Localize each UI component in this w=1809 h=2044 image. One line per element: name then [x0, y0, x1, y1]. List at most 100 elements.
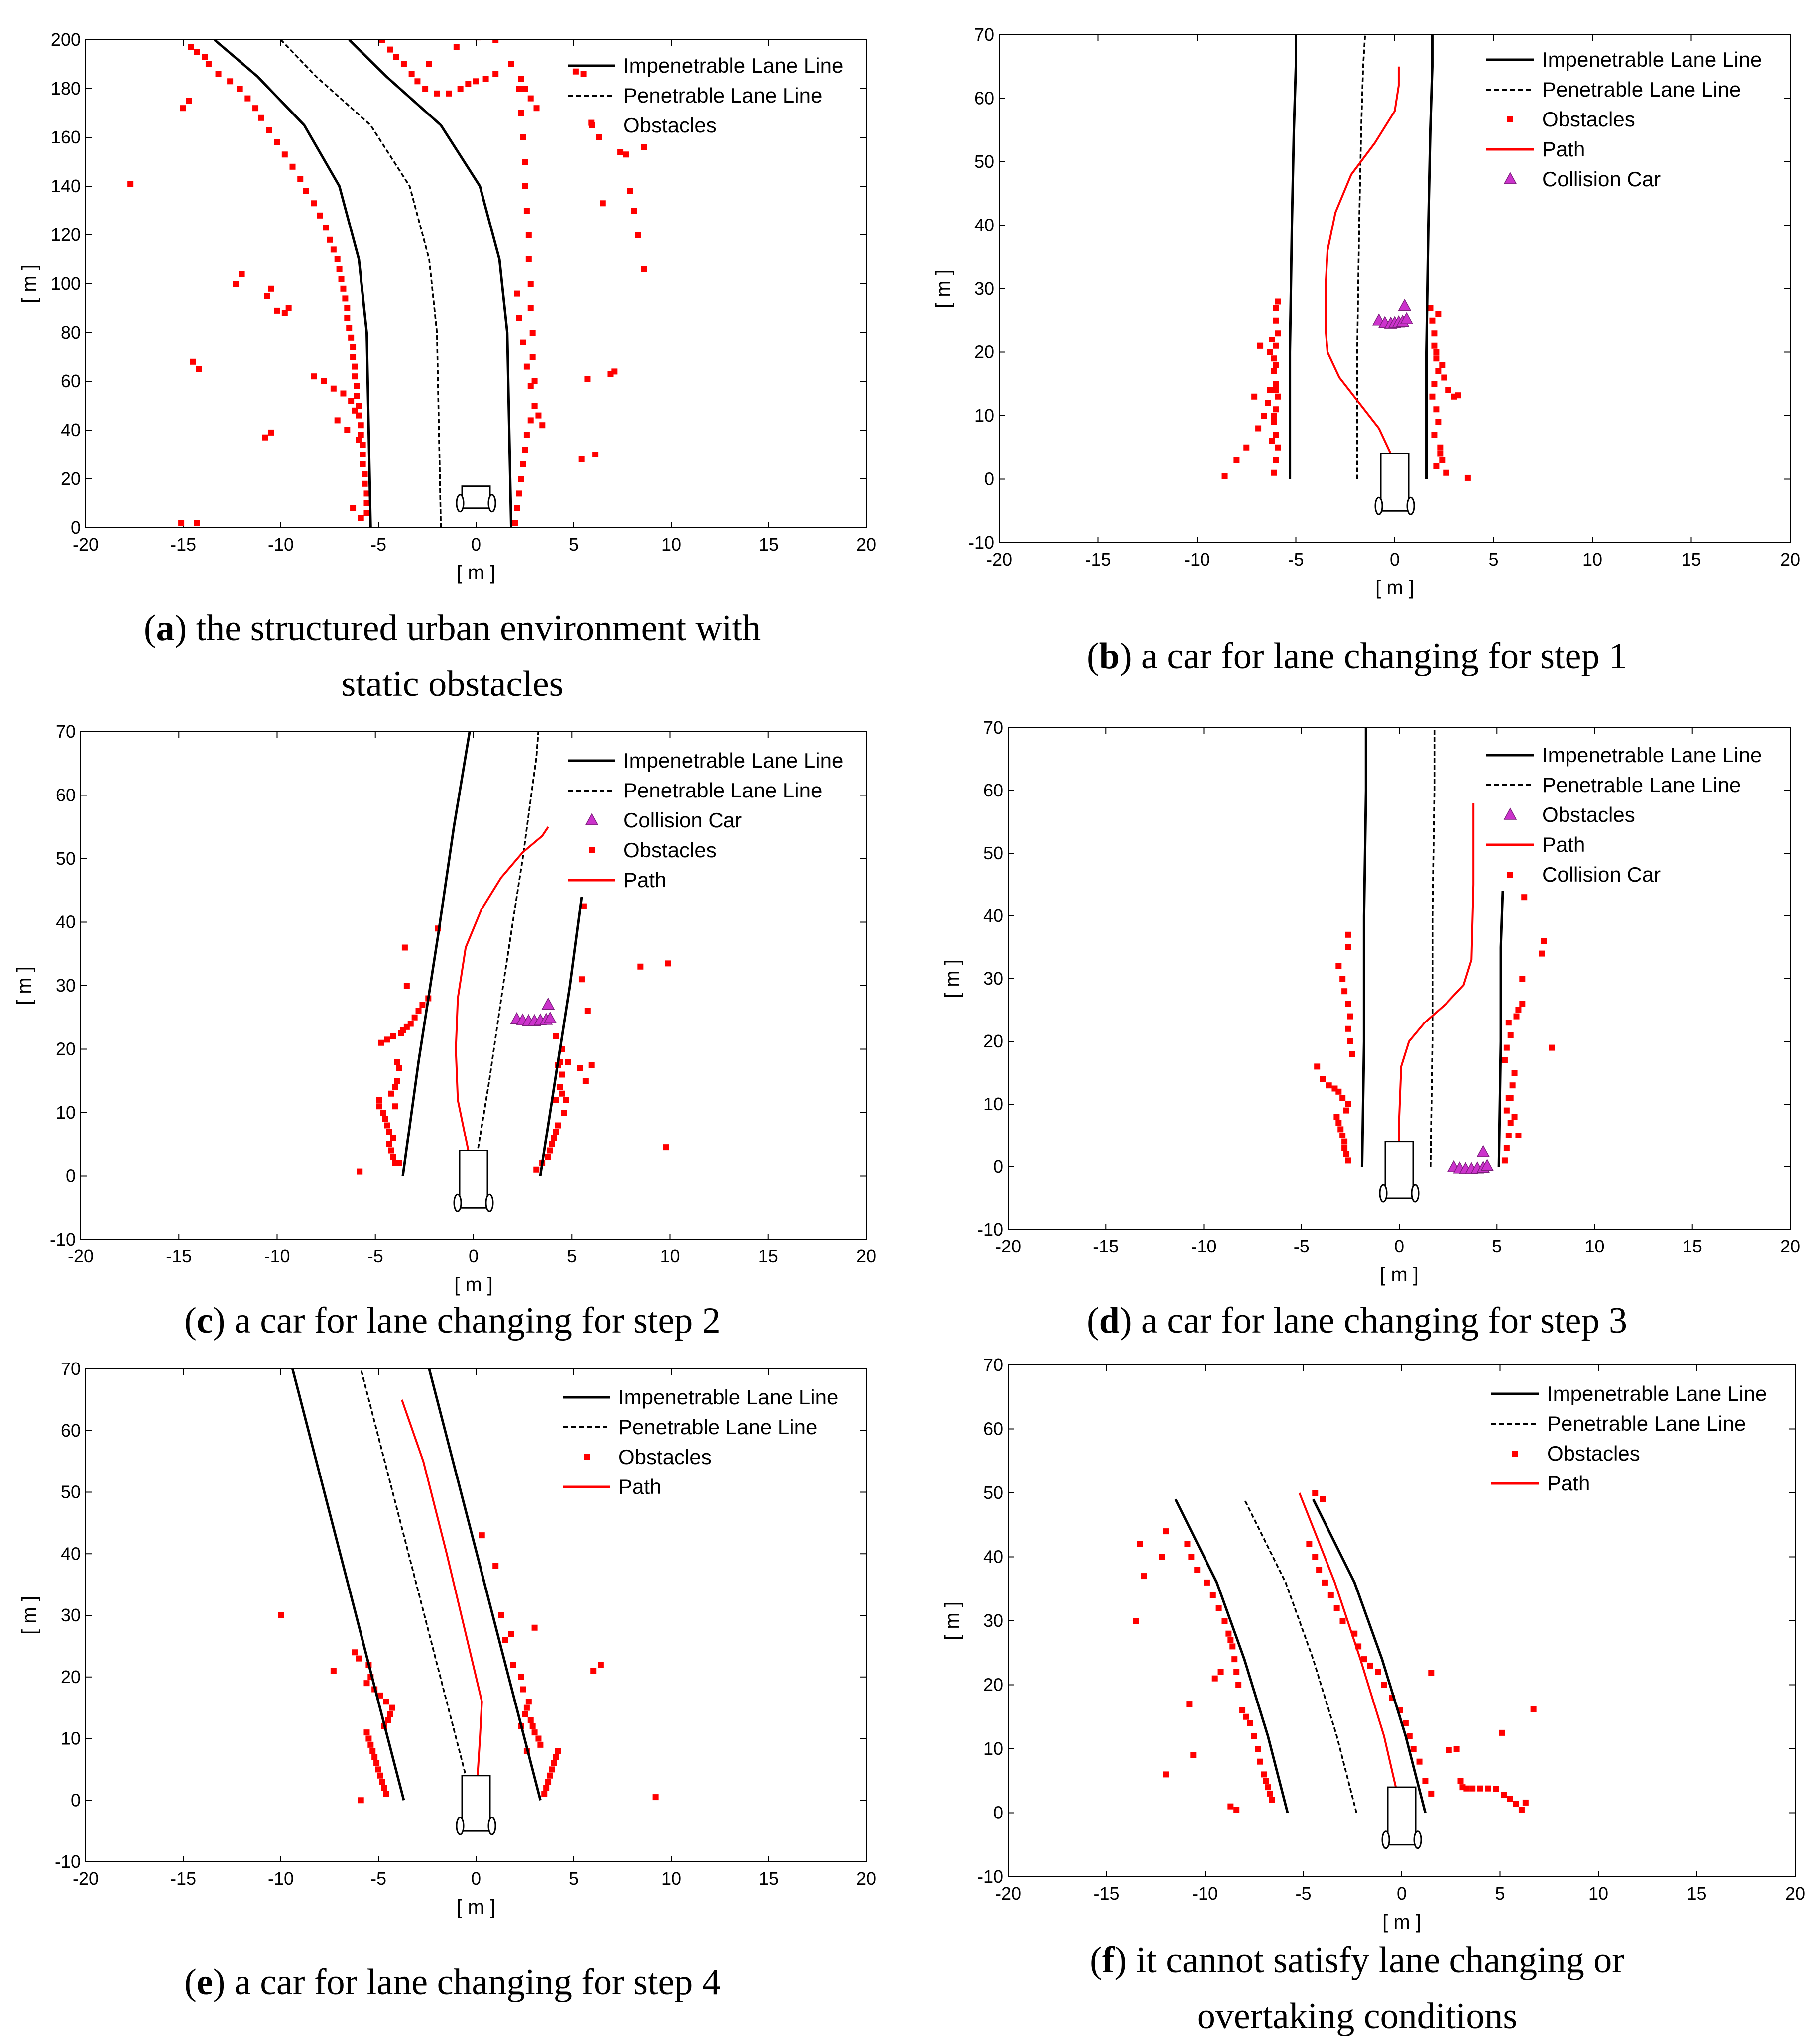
obstacle-point — [285, 305, 292, 311]
legend-entry: Path — [1486, 137, 1585, 161]
obstacle-point — [588, 1062, 595, 1068]
obstacle-point — [1455, 392, 1461, 399]
obstacle-point — [527, 1717, 534, 1723]
obstacle-point — [352, 373, 358, 380]
obstacle-point — [1549, 1044, 1555, 1051]
obstacle-point — [547, 1147, 553, 1154]
obstacle-point — [1263, 1778, 1269, 1784]
obstacle-point — [360, 461, 366, 467]
legend-entry: Obstacles — [1507, 108, 1635, 131]
obstacle-point — [1422, 1778, 1429, 1784]
y-tick-label: 50 — [61, 1482, 81, 1502]
x-tick-label: -5 — [367, 1246, 383, 1266]
legend-entry: Penetrable Lane Line — [1491, 1412, 1746, 1435]
x-tick-label: -15 — [170, 534, 196, 555]
y-tick-label: 40 — [61, 1543, 81, 1564]
obstacle-point — [1255, 425, 1262, 432]
x-tick-label: -5 — [1295, 1883, 1311, 1904]
obstacle-point — [1271, 469, 1277, 476]
x-tick-label: 15 — [1681, 549, 1701, 569]
obstacle-point — [1361, 1656, 1367, 1663]
obstacle-point — [321, 378, 327, 384]
x-tick-label: -15 — [166, 1246, 192, 1266]
legend-entry: Obstacles — [1503, 803, 1635, 826]
x-tick-label: -5 — [370, 534, 386, 555]
obstacle-point — [303, 188, 309, 194]
x-axis-label: [ m ] — [454, 1274, 493, 1296]
path-line — [455, 826, 549, 1176]
legend-label: Obstacles — [1547, 1442, 1640, 1465]
obstacle-point — [592, 452, 599, 457]
legend-label: Penetrable Lane Line — [623, 779, 822, 802]
impenetrable-lane-line — [428, 1369, 542, 1801]
y-tick-label: 10 — [974, 405, 994, 426]
obstacle-point — [382, 1116, 388, 1122]
obstacle-point — [1235, 1682, 1242, 1688]
obstacle-point — [1341, 1145, 1348, 1151]
ego-car-wheel — [456, 494, 465, 513]
obstacle-point — [482, 76, 489, 82]
obstacle-point — [383, 1791, 389, 1797]
obstacle-point — [529, 330, 536, 336]
obstacle-point — [1347, 1013, 1353, 1020]
obstacle-point — [1493, 1786, 1499, 1792]
obstacle-point — [520, 134, 526, 140]
y-tick-label: 200 — [51, 29, 81, 50]
x-tick-label: 20 — [1780, 549, 1800, 569]
legend-swatch-square — [1512, 1451, 1518, 1457]
obstacle-point — [371, 1754, 378, 1760]
obstacle-point — [535, 412, 542, 419]
obstacle-point — [1522, 1799, 1529, 1806]
y-tick-label: 40 — [983, 906, 1003, 926]
obstacle-point — [1184, 1541, 1191, 1547]
obstacle-point — [1431, 432, 1438, 438]
chart-c: -20 -15 -10 -5 0 5 10 15 20 -10 0 10 20 30 40 50 60 70 [ m… — [13, 721, 876, 1296]
caption-f-letter: f — [1102, 1940, 1115, 1981]
caption-c-letter: c — [196, 1300, 213, 1341]
y-tick-label: 10 — [61, 1728, 81, 1749]
y-axis-label: [ m ] — [18, 264, 40, 303]
y-tick-label: 0 — [71, 1790, 81, 1810]
obstacle-point — [244, 95, 251, 102]
obstacle-point — [1233, 1669, 1240, 1675]
chart-f: -20 -15 -10 -5 0 5 10 15 20 -10 0 10 20 30 40 50 60 70 [ m… — [941, 1355, 1805, 1933]
obstacle-point — [1333, 1605, 1340, 1611]
obstacle-point — [1416, 1758, 1423, 1765]
ego-car — [453, 1150, 494, 1212]
obstacle-point — [514, 290, 520, 297]
impenetrable-lane-line — [1174, 1498, 1289, 1814]
chart-b: -20 -15 -10 -5 0 5 10 15 20 -10 0 10 20 30 40 50 60 70 [ m… — [932, 24, 1800, 599]
ego-car — [1374, 453, 1415, 515]
obstacle-point — [577, 1065, 583, 1071]
ego-car-wheel — [1406, 496, 1415, 515]
obstacle-point — [531, 378, 538, 384]
obstacle-point — [1186, 1701, 1193, 1707]
obstacle-point — [565, 1059, 571, 1065]
obstacle-point — [1443, 469, 1449, 476]
collision-car-marker — [541, 997, 555, 1010]
obstacle-point — [541, 1791, 548, 1797]
obstacle-point — [600, 200, 606, 207]
obstacle-point — [365, 1735, 372, 1742]
y-tick-label: 160 — [51, 127, 81, 147]
obstacle-point — [1217, 1669, 1224, 1675]
obstacle-point — [384, 1036, 390, 1043]
obstacle-point — [378, 1039, 384, 1046]
obstacle-point — [1433, 463, 1440, 469]
obstacle-point — [414, 78, 421, 85]
ego-car-wheel — [1413, 1830, 1422, 1849]
obstacle-point — [1453, 1746, 1460, 1752]
obstacle-point — [352, 407, 358, 414]
obstacle-point — [1428, 1790, 1435, 1797]
obstacle-point — [518, 1674, 524, 1680]
y-tick-label: 60 — [61, 1420, 81, 1441]
obstacle-point — [205, 61, 212, 67]
legend-entry: Penetrable Lane Line — [568, 84, 822, 107]
obstacle-point — [1410, 1746, 1417, 1752]
obstacle-point — [453, 44, 460, 50]
x-tick-label: 20 — [1780, 1236, 1800, 1256]
obstacle-point — [1257, 1758, 1263, 1765]
impenetrable-lane-line — [1360, 728, 1367, 1167]
obstacle-point — [551, 1760, 557, 1766]
obstacle-point — [373, 1760, 380, 1766]
